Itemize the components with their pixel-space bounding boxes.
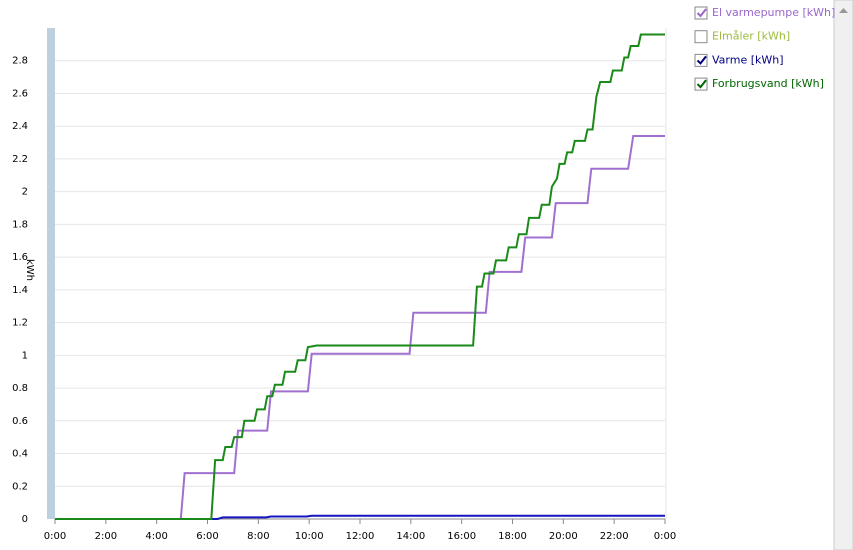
x-tick-label: 0:00 bbox=[44, 531, 66, 542]
x-tick-label: 14:00 bbox=[396, 531, 425, 542]
x-tick-label: 10:00 bbox=[295, 531, 324, 542]
x-tick-label: 8:00 bbox=[247, 531, 269, 542]
x-tick-label: 16:00 bbox=[447, 531, 476, 542]
x-tick-label: 0:00 bbox=[654, 531, 676, 542]
y-axis-label: kWh bbox=[24, 259, 35, 281]
legend-label[interactable]: El varmepumpe [kWh] bbox=[712, 6, 835, 19]
y-tick-label: 0.2 bbox=[12, 481, 28, 492]
y-tick-label: 2.4 bbox=[12, 121, 28, 132]
legend-check[interactable] bbox=[696, 8, 707, 18]
y-tick-label: 1.8 bbox=[12, 219, 28, 230]
series-line bbox=[55, 514, 665, 520]
y-tick-label: 1 bbox=[22, 350, 28, 361]
legend-checkbox[interactable] bbox=[694, 30, 708, 44]
x-tick-label: 4:00 bbox=[145, 531, 167, 542]
series-line bbox=[55, 33, 665, 520]
x-tick-label: 2:00 bbox=[95, 531, 117, 542]
y-tick-label: 1.2 bbox=[12, 318, 28, 329]
x-tick-label: 12:00 bbox=[346, 531, 375, 542]
legend-check[interactable] bbox=[696, 79, 707, 89]
y-tick-label: 0.8 bbox=[12, 383, 28, 394]
y-tick-label: 1.4 bbox=[12, 285, 28, 296]
legend-check[interactable] bbox=[696, 55, 707, 65]
y-tick-label: 2.8 bbox=[12, 56, 28, 67]
legend-label[interactable]: Elmåler [kWh] bbox=[712, 30, 790, 43]
scrollbar[interactable] bbox=[833, 0, 853, 550]
y-tick-label: 0.6 bbox=[12, 416, 28, 427]
x-tick-label: 6:00 bbox=[196, 531, 218, 542]
x-tick-label: 20:00 bbox=[549, 531, 578, 542]
y-tick-label: 2 bbox=[22, 187, 28, 198]
legend-label[interactable]: Forbrugsvand [kWh] bbox=[712, 77, 824, 90]
series-line bbox=[55, 135, 665, 520]
legend-label[interactable]: Varme [kWh] bbox=[712, 53, 784, 66]
x-tick-label: 22:00 bbox=[600, 531, 629, 542]
y-tick-label: 1.6 bbox=[12, 252, 28, 263]
y-tick-label: 0 bbox=[22, 514, 28, 525]
axis-band bbox=[47, 28, 55, 519]
scroll-arrow[interactable] bbox=[839, 8, 848, 13]
y-tick-label: 0.4 bbox=[12, 449, 28, 460]
x-tick-label: 18:00 bbox=[498, 531, 527, 542]
y-tick-label: 2.6 bbox=[12, 88, 28, 99]
y-tick-label: 2.2 bbox=[12, 154, 28, 165]
